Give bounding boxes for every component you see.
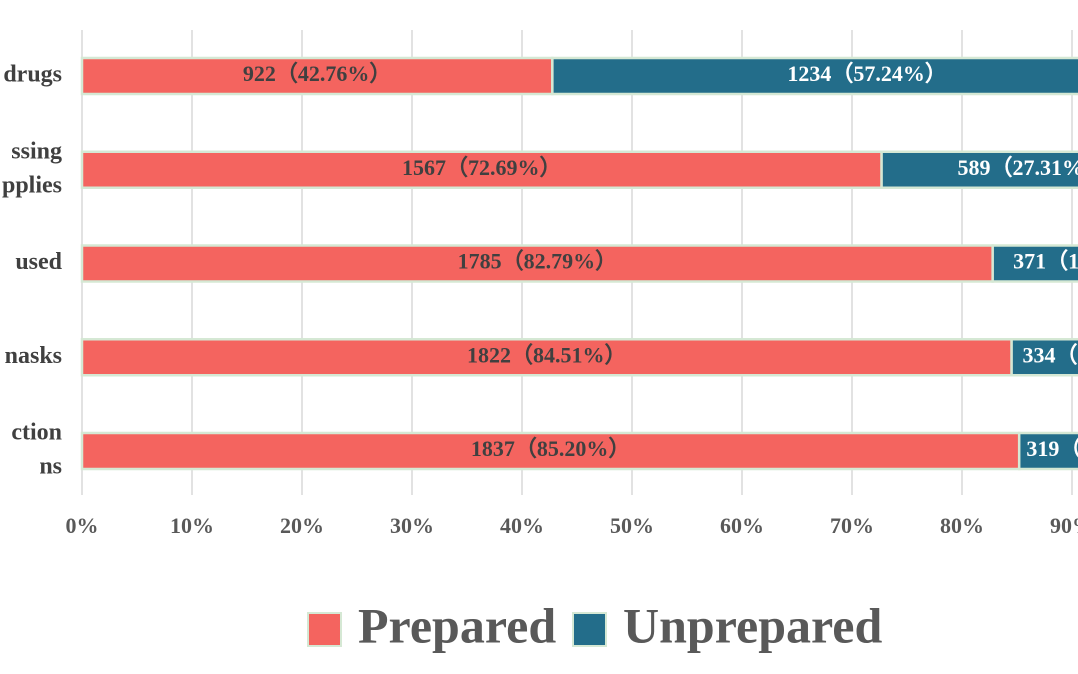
value-label: 1234（57.24%） bbox=[787, 61, 947, 86]
legend-swatch bbox=[572, 612, 607, 647]
category-label: ns bbox=[39, 454, 62, 480]
bar-segment bbox=[551, 56, 1078, 96]
category-label: used bbox=[15, 249, 62, 275]
value-label: 319（14.80%） bbox=[1026, 436, 1078, 461]
x-tick-label: 50% bbox=[610, 513, 654, 538]
value-label: 922（42.76%） bbox=[243, 61, 392, 86]
value-label: 589（27.31%） bbox=[958, 155, 1078, 180]
x-tick-label: 90% bbox=[1050, 513, 1078, 538]
category-label: drugs bbox=[3, 62, 62, 88]
category-label: ssing bbox=[11, 138, 62, 164]
bar-segment bbox=[1017, 431, 1078, 471]
legend-label: Unprepared bbox=[623, 597, 882, 653]
bar-segment bbox=[80, 431, 1021, 471]
x-tick-label: 30% bbox=[390, 513, 434, 538]
x-tick-label: 60% bbox=[720, 513, 764, 538]
value-label: 1785（82.79%） bbox=[458, 249, 618, 274]
value-label: 1837（85.20%） bbox=[471, 436, 631, 461]
bar-segment bbox=[991, 244, 1078, 283]
x-tick-label: 70% bbox=[830, 513, 874, 538]
value-label: 371（17.21%） bbox=[1013, 249, 1078, 274]
legend-swatch bbox=[307, 612, 342, 647]
x-tick-label: 80% bbox=[940, 513, 984, 538]
category-label: pplies bbox=[2, 172, 62, 198]
category-label: ction bbox=[11, 420, 62, 446]
x-tick-label: 20% bbox=[280, 513, 324, 538]
x-tick-label: 40% bbox=[500, 513, 544, 538]
value-label: 1567（72.69%） bbox=[402, 155, 562, 180]
bar-segment bbox=[880, 150, 1078, 189]
legend-label: Prepared bbox=[358, 597, 556, 653]
value-label: 1822（84.51%） bbox=[467, 342, 627, 367]
bar-segment bbox=[1010, 338, 1078, 377]
value-label: 334（15.49%） bbox=[1023, 342, 1078, 367]
category-label: nasks bbox=[5, 343, 62, 369]
x-tick-label: 0% bbox=[66, 513, 99, 538]
x-tick-label: 10% bbox=[170, 513, 214, 538]
